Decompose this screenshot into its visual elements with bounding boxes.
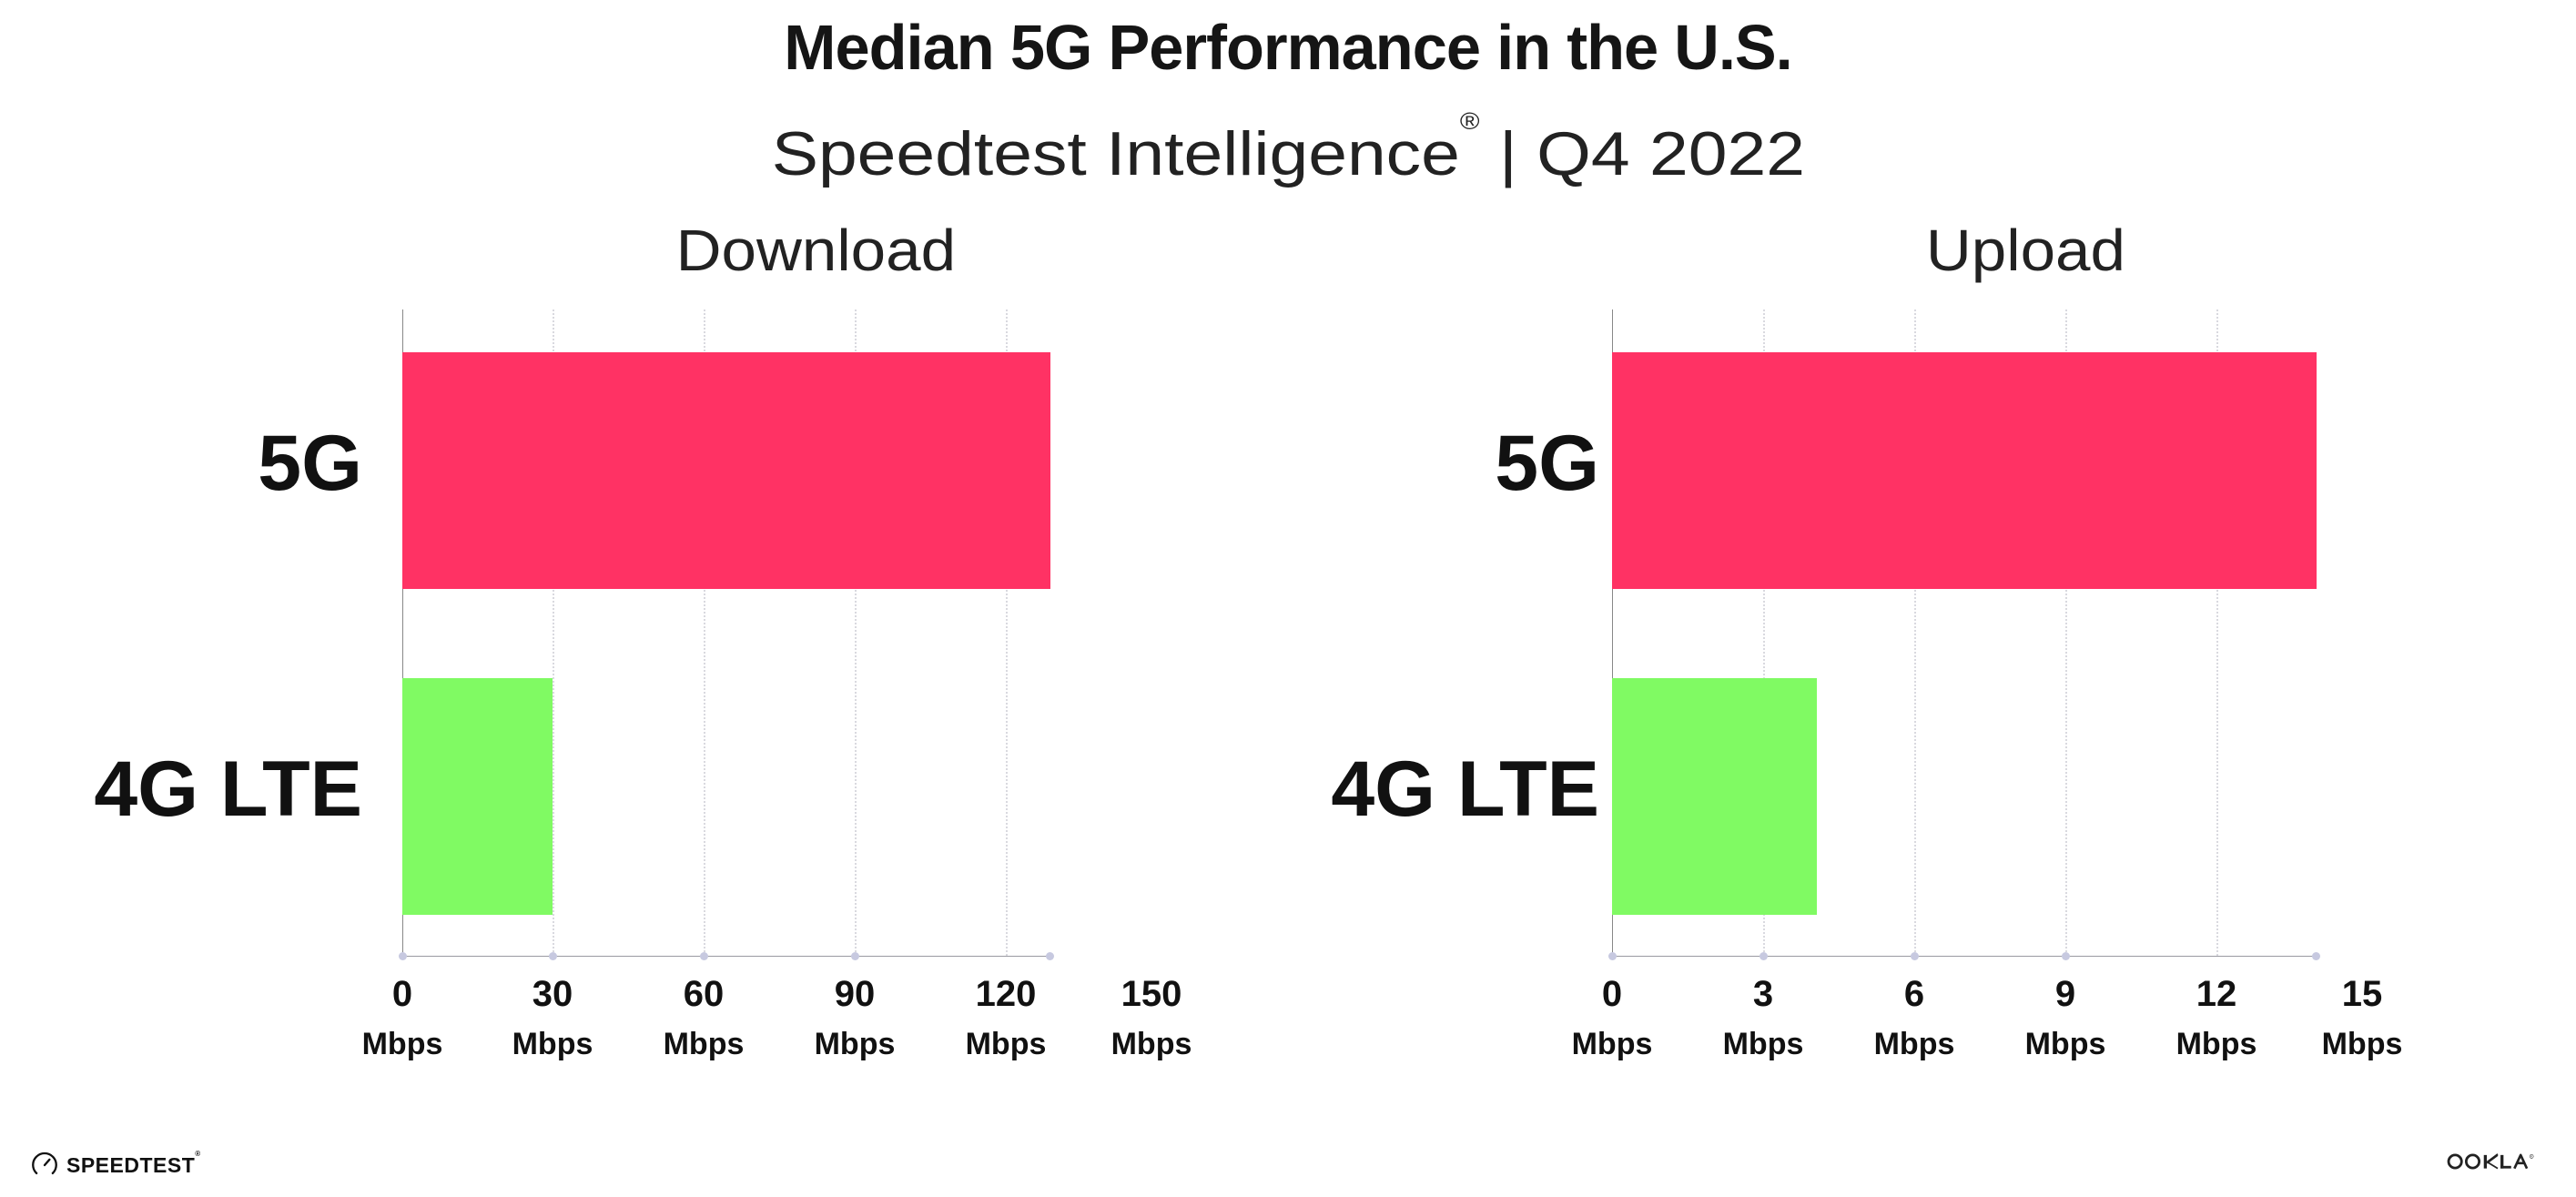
svg-text:R: R bbox=[2530, 1155, 2532, 1159]
